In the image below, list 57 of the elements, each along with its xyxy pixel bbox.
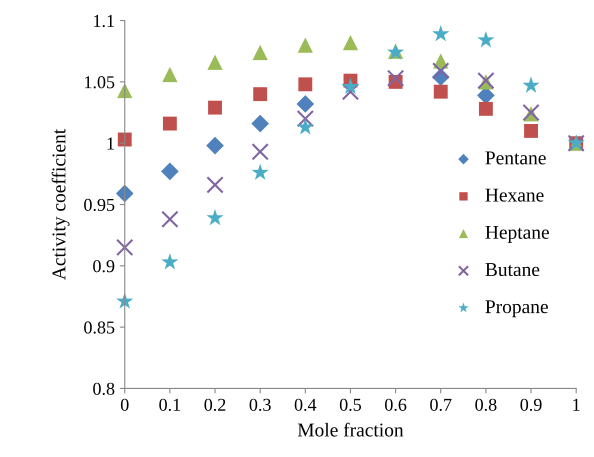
point [298, 77, 312, 92]
y-tick-label: 1.05 [85, 76, 114, 88]
point [477, 31, 494, 48]
point [207, 54, 223, 70]
legend-label: Heptane [485, 226, 549, 243]
point [253, 87, 268, 102]
point [161, 162, 179, 180]
point [251, 114, 270, 132]
y-tick-label: 0.8 [93, 382, 114, 395]
x-axis-title: Mole fraction [298, 422, 404, 437]
legend-label: Hexane [485, 188, 544, 202]
point [162, 116, 177, 131]
point [342, 83, 360, 100]
x-tick-label: 0.3 [250, 398, 271, 411]
point [116, 238, 134, 256]
point [206, 176, 224, 194]
point [432, 62, 450, 80]
point [432, 25, 450, 42]
legend-label: Propane [485, 300, 548, 318]
legend-label: Butane [485, 263, 540, 276]
point [342, 78, 360, 94]
x-tick-label: 0.2 [204, 398, 226, 411]
point [252, 44, 268, 60]
y-tick-label: 0.9 [93, 260, 114, 272]
point [251, 143, 269, 160]
x-tick-label: 0.4 [294, 398, 316, 411]
y-tick-label: 0.85 [84, 321, 114, 334]
y-tick-label: 1.1 [94, 14, 114, 28]
point [296, 110, 314, 128]
point [434, 84, 448, 99]
y-axis-title: Activity coefficient [52, 128, 70, 280]
point [296, 95, 314, 113]
legend-label: Pentane [485, 152, 546, 164]
point [206, 136, 224, 154]
point [522, 76, 540, 93]
point [161, 210, 179, 228]
x-tick-label: 0.7 [430, 398, 452, 411]
point [342, 35, 358, 50]
y-tick-label: 0.95 [84, 198, 114, 212]
x-tick-label: 0 [120, 398, 129, 411]
point [478, 102, 493, 116]
x-tick-label: 1 [573, 398, 580, 411]
point [161, 253, 178, 270]
point [208, 100, 222, 115]
point [162, 66, 178, 82]
y-tick-label: 1 [108, 138, 114, 150]
x-tick-label: 0.1 [159, 398, 180, 411]
x-tick-label: 0.8 [475, 398, 496, 411]
point [206, 208, 224, 226]
x-tick-label: 0.5 [340, 398, 362, 411]
point [252, 164, 269, 180]
point [298, 37, 313, 53]
point [296, 118, 314, 135]
x-tick-label: 0.9 [520, 398, 542, 411]
x-tick-label: 0.6 [385, 398, 406, 411]
point [524, 124, 538, 138]
point [386, 70, 404, 87]
